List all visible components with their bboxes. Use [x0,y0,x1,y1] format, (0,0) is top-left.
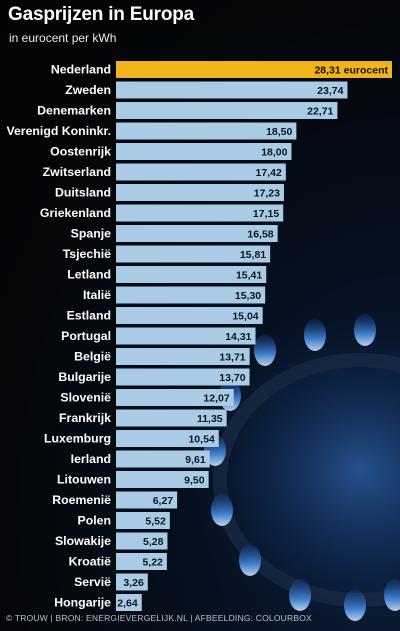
category-label: Spanje [71,227,111,241]
bar [116,184,284,201]
category-label: Nederland [51,63,111,77]
value-label: 5,52 [145,516,166,528]
bar [116,389,234,406]
value-label: 5,22 [142,557,163,569]
value-label: 10,54 [188,434,214,446]
flame-icon [254,334,276,366]
bars-layer: Nederland 28,31 eurocent Zweden 23,74 Denema… [6,61,392,611]
flame-icon [384,579,400,611]
bar [116,102,338,119]
category-label: Tsjechië [63,247,111,261]
category-label: Slovenië [60,391,111,405]
category-label: Oostenrijk [50,145,111,159]
flame-icon [239,544,261,576]
bar [116,491,178,509]
bar [116,143,292,160]
bar [116,553,167,570]
category-label: Servië [74,575,111,589]
category-label: Luxemburg [44,432,111,446]
category-label: Hongarije [54,596,111,610]
category-label: België [74,350,111,364]
bar [116,594,142,611]
value-label: 17,42 [256,167,282,179]
bar [116,532,168,550]
value-label: 3,26 [123,577,144,589]
value-label: 17,15 [253,208,279,220]
bar [116,61,392,78]
category-label: Litouwen [57,473,111,487]
value-label: 11,35 [197,413,223,425]
bar [116,512,170,529]
category-label: Zwitserland [43,165,111,179]
value-label: 22,71 [307,106,333,118]
bar [116,471,209,488]
bar [116,430,219,447]
value-label: 16,58 [247,229,273,241]
bar [116,122,297,140]
category-label: Denemarken [37,104,111,118]
value-label: 13,71 [219,352,245,364]
category-label: Duitsland [55,186,111,200]
category-label: Polen [78,514,111,528]
flame-icon [354,314,376,346]
category-label: Estland [67,309,111,323]
value-label: 28,31 eurocent [314,65,388,77]
category-label: Verenigd Koninkr. [6,124,111,138]
bar [116,245,271,263]
value-label: 15,81 [240,249,266,261]
value-label: 5,28 [143,536,164,548]
value-label: 9,50 [184,475,205,487]
value-label: 15,04 [232,311,258,323]
bar [116,450,210,468]
category-label: Bulgarije [58,370,111,384]
bar [116,163,286,181]
bar [116,573,148,591]
value-label: 18,00 [261,147,287,159]
bar [116,204,284,222]
value-label: 6,27 [153,495,174,507]
flame-icon [211,494,233,526]
value-label: 2,64 [117,598,138,610]
category-label: Frankrijk [59,411,111,425]
value-label: 17,23 [254,188,280,200]
value-label: 14,31 [225,331,251,343]
bar [116,81,348,99]
flame-icon [304,319,326,351]
bar [116,307,263,324]
category-label: Slowakije [55,534,111,548]
category-label: Portugal [61,329,111,343]
category-label: Kroatië [69,555,112,569]
bar [116,225,278,242]
category-label: Zweden [65,83,111,97]
flame-icon [344,589,366,621]
value-label: 12,07 [203,393,229,405]
flame-icon [289,579,311,611]
chart-title: Gasprijzen in Europa [8,4,195,25]
category-label: Griekenland [40,206,111,220]
bar [116,266,267,283]
value-label: 23,74 [317,85,343,97]
category-label: Roemenië [52,493,111,507]
value-label: 18,50 [266,126,292,138]
value-label: 13,70 [219,372,245,384]
bar [116,348,250,365]
category-label: Letland [67,268,111,282]
bar [116,286,266,304]
bar [116,327,256,345]
bar [116,368,250,386]
credits-line: © TROUW | BRON: ENERGIEVERGELIJK.NL | AF… [6,613,312,623]
category-label: Italië [83,288,111,302]
value-label: 9,61 [185,454,206,466]
value-label: 15,30 [235,290,261,302]
chart-subtitle: in eurocent per kWh [9,31,117,45]
category-label: Ierland [71,452,111,466]
bar [116,409,227,427]
value-label: 15,41 [236,270,262,282]
